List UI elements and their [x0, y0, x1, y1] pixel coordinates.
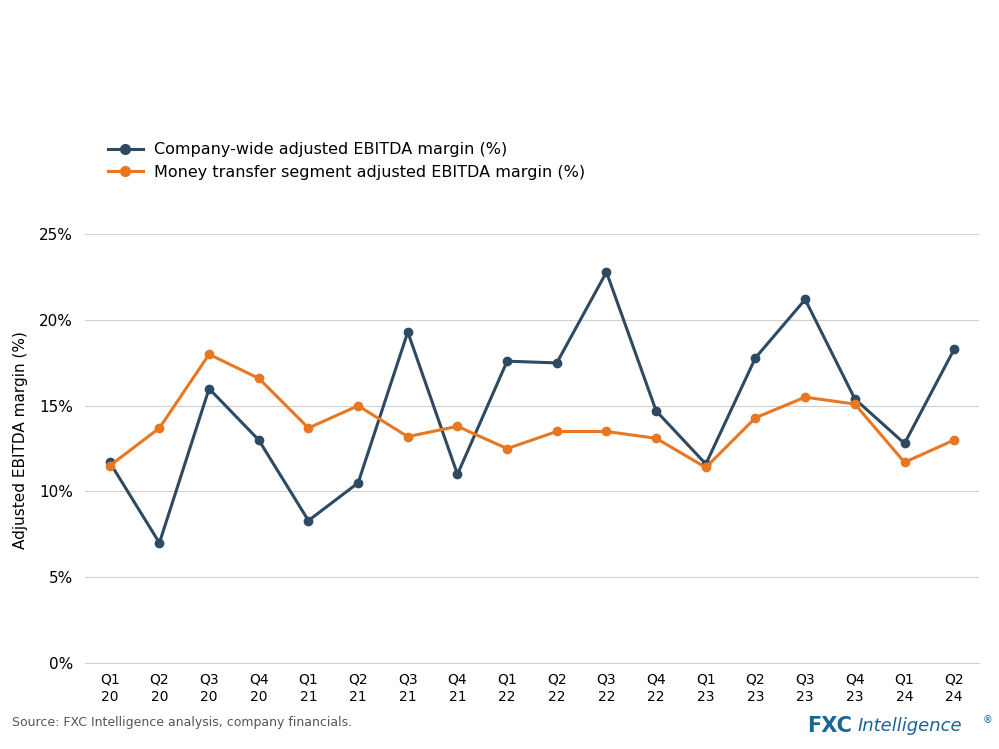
Text: FXC: FXC — [807, 715, 852, 736]
Text: Source: FXC Intelligence analysis, company financials.: Source: FXC Intelligence analysis, compa… — [12, 716, 352, 729]
Text: ®: ® — [983, 715, 993, 725]
Y-axis label: Adjusted EBITDA margin (%): Adjusted EBITDA margin (%) — [13, 331, 28, 549]
Text: Euronet adjusted EBITDA margins by segment, 2020-2024: Euronet adjusted EBITDA margins by segme… — [16, 81, 606, 100]
Text: Intelligence: Intelligence — [857, 717, 962, 735]
Legend: Company-wide adjusted EBITDA margin (%), Money transfer segment adjusted EBITDA : Company-wide adjusted EBITDA margin (%),… — [108, 142, 585, 180]
Text: Euronet’s money transfer EBITDA margin declines YoY: Euronet’s money transfer EBITDA margin d… — [16, 21, 908, 49]
